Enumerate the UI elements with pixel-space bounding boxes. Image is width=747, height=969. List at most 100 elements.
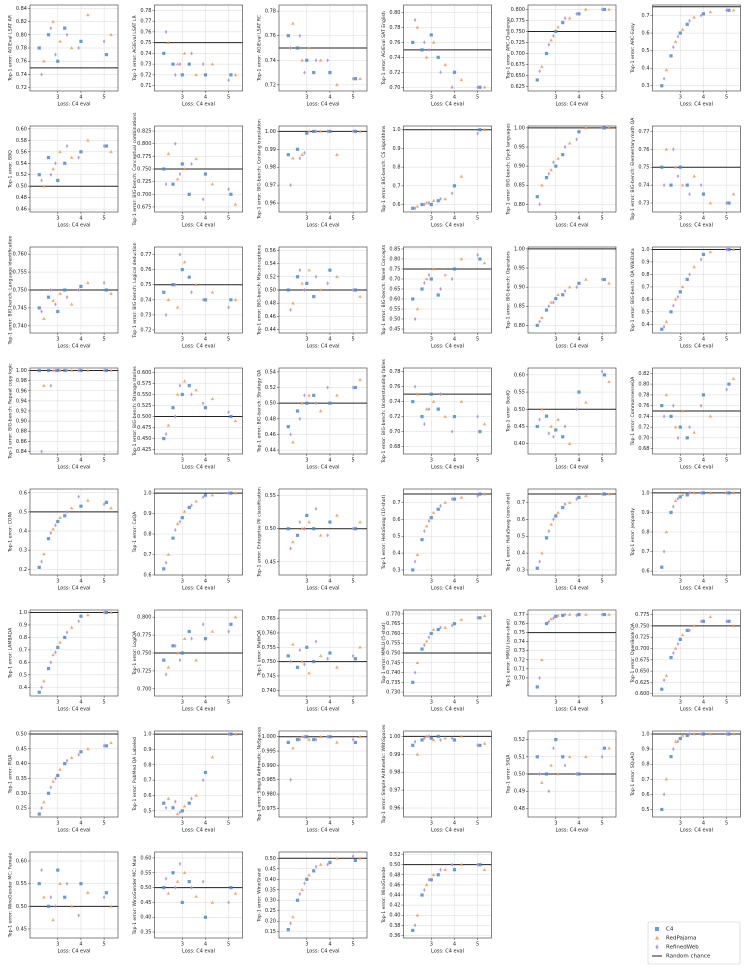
data-point — [459, 399, 464, 403]
data-point — [358, 520, 362, 524]
y-tick-label: 0.68 — [638, 446, 649, 452]
data-point — [162, 658, 166, 662]
x-tick-label: 5 — [352, 95, 355, 101]
y-tick-label: 0.50 — [514, 407, 525, 413]
data-point — [65, 143, 69, 149]
data-point — [607, 746, 611, 750]
y-tick-label: 0.3 — [19, 548, 27, 554]
data-point — [46, 295, 51, 299]
data-point — [58, 881, 62, 885]
data-point — [561, 755, 565, 759]
data-point — [602, 492, 607, 496]
data-point — [556, 510, 560, 514]
data-point — [427, 635, 431, 640]
data-point — [688, 425, 691, 430]
x-tick-label: 3 — [679, 821, 682, 827]
data-point — [51, 368, 55, 372]
data-point — [727, 247, 731, 252]
data-point — [699, 183, 703, 188]
data-point — [600, 491, 604, 497]
data-point — [335, 513, 339, 517]
x-tick-label: 4 — [204, 700, 207, 706]
data-point — [424, 407, 429, 411]
data-point — [423, 887, 426, 893]
x-tick-label: 3 — [679, 579, 682, 585]
x-tick-label: 4 — [79, 95, 82, 101]
y-tick-label: 0.9 — [642, 510, 650, 516]
y-tick-label: 0.9 — [642, 259, 650, 265]
data-point — [664, 530, 669, 534]
y-tick-label: 0.4 — [642, 66, 650, 72]
data-point — [452, 868, 457, 872]
data-point — [552, 300, 555, 305]
y-tick-label: 0.78 — [16, 46, 27, 52]
y-tick-label: 1.0 — [642, 732, 650, 738]
data-point — [201, 197, 205, 202]
data-point — [575, 497, 578, 502]
data-point — [708, 10, 713, 14]
legend-box — [647, 921, 741, 965]
y-tick-label: 0.8 — [642, 762, 650, 768]
y-tick-label: 0.85 — [389, 247, 400, 253]
data-point — [353, 129, 358, 133]
y-axis-label: Top-1 error: PubMed QA Labeled — [132, 737, 138, 812]
y-tick-label: 0.55 — [265, 493, 276, 499]
data-point — [701, 732, 706, 736]
data-point — [63, 26, 67, 30]
data-point — [353, 858, 358, 862]
x-axis-label: Loss: C4 eval — [556, 828, 589, 834]
data-point — [678, 736, 682, 741]
x-axis-label: Loss: C4 eval — [431, 707, 464, 713]
y-axis-label: Top-1 error: CoQA — [132, 511, 138, 553]
data-point — [424, 55, 429, 59]
y-axis-label: Top-1 error: BBQ — [8, 150, 14, 189]
plot-area — [528, 489, 616, 575]
data-point — [286, 654, 290, 658]
data-point — [552, 517, 555, 522]
y-tick-label: 0.52 — [389, 852, 400, 858]
data-point — [178, 383, 182, 388]
data-point — [40, 559, 43, 564]
x-tick-label: 3 — [430, 216, 433, 222]
data-point — [708, 490, 713, 495]
data-point — [46, 904, 51, 908]
data-point — [289, 777, 292, 782]
data-point — [164, 560, 168, 565]
data-point — [56, 645, 60, 649]
data-point — [194, 658, 198, 662]
y-axis-label: Top-1 error: BIG-bench: QA WikiData — [630, 248, 636, 333]
y-tick-label: 0.76 — [140, 29, 151, 35]
y-tick-label: 0.975 — [262, 806, 276, 812]
data-point — [420, 647, 424, 651]
data-point — [476, 743, 479, 748]
plot-area — [279, 126, 367, 212]
plot-frame — [527, 246, 617, 334]
data-point — [561, 293, 565, 297]
x-axis-label: Loss: C4 eval — [431, 102, 464, 108]
data-point — [79, 504, 83, 508]
data-point — [443, 414, 447, 418]
plot-area — [154, 247, 243, 333]
data-point — [554, 164, 558, 168]
x-tick-label: 3 — [305, 700, 308, 706]
y-tick-label: 0.74 — [638, 183, 649, 189]
data-point — [182, 870, 187, 875]
data-point — [429, 33, 433, 37]
x-tick-label: 5 — [476, 942, 479, 948]
data-point — [210, 493, 215, 497]
x-tick-label: 3 — [430, 579, 433, 585]
data-point — [727, 382, 731, 386]
data-point — [413, 316, 417, 322]
data-point — [450, 497, 454, 502]
data-point — [549, 617, 553, 621]
data-point — [567, 141, 572, 145]
data-point — [672, 303, 675, 308]
data-point — [680, 183, 685, 187]
plot-frame — [278, 367, 368, 455]
y-tick-label: 0.48 — [389, 872, 400, 878]
data-point — [289, 659, 292, 664]
data-point — [326, 533, 329, 538]
data-point — [291, 540, 295, 544]
data-point — [102, 280, 106, 285]
